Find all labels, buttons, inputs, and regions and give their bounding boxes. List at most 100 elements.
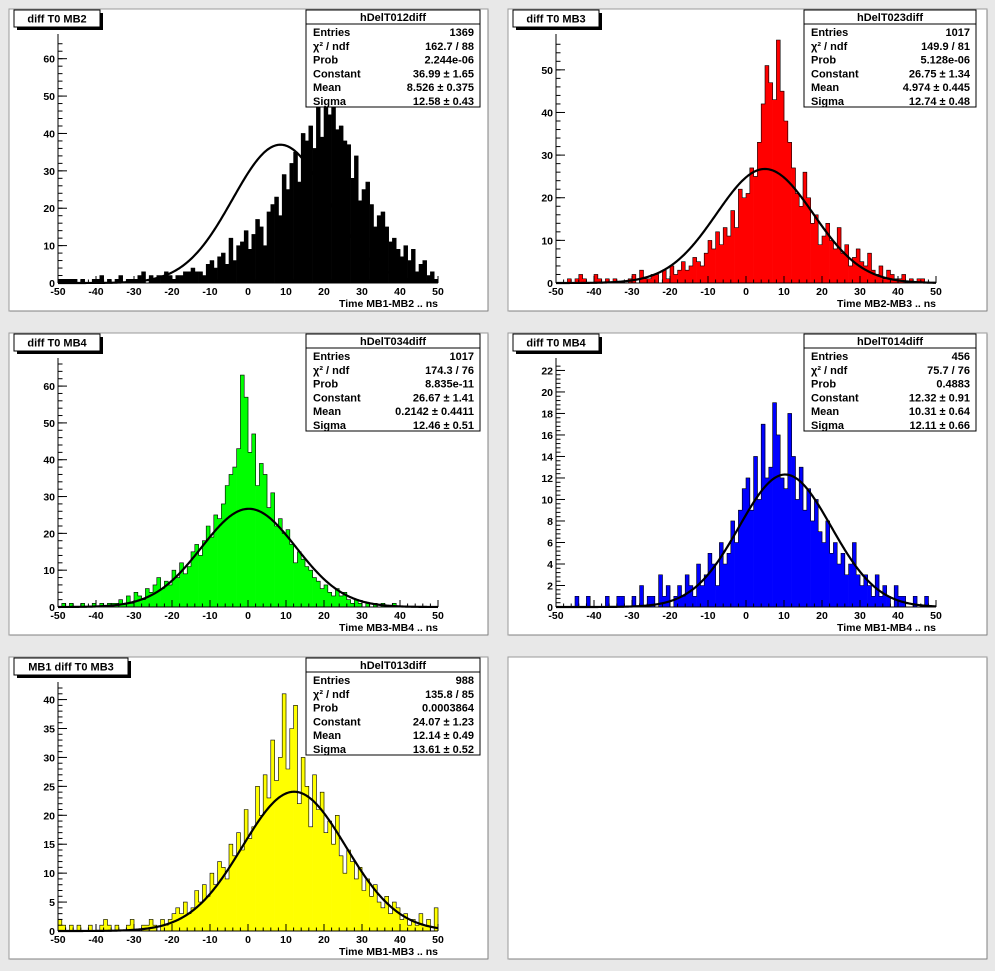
stats-title: hDelT013diff bbox=[360, 660, 426, 672]
x-tick-label: 0 bbox=[743, 286, 749, 298]
x-tick-label: -10 bbox=[700, 610, 715, 622]
histogram-bar bbox=[236, 245, 241, 283]
histogram-bar bbox=[130, 603, 135, 607]
histogram-bar bbox=[818, 244, 823, 283]
stats-value: 12.14 ± 0.49 bbox=[413, 730, 474, 742]
stats-label: Constant bbox=[313, 68, 361, 80]
x-tick-label: 50 bbox=[432, 934, 444, 946]
stats-value: 135.8 / 85 bbox=[425, 689, 474, 701]
histogram-bar bbox=[99, 925, 104, 931]
histogram-bar bbox=[403, 913, 408, 931]
y-tick-label: 10 bbox=[43, 565, 55, 577]
stats-box-frame bbox=[803, 9, 977, 108]
histogram-bar bbox=[852, 257, 857, 283]
histogram-bar bbox=[384, 226, 389, 283]
histogram-bar bbox=[137, 595, 142, 607]
stats-label: Prob bbox=[313, 379, 338, 391]
stats-label: Sigma bbox=[313, 420, 347, 432]
stats-value: 10.31 ± 0.64 bbox=[909, 406, 971, 418]
stats-box-frame bbox=[305, 9, 481, 108]
y-tick-label: 40 bbox=[43, 128, 55, 140]
stats-value: 0.2142 ± 0.4411 bbox=[395, 406, 474, 418]
x-axis-label: Time MB1-MB4 .. ns bbox=[837, 622, 936, 634]
stats-label: χ² / ndf bbox=[811, 365, 848, 377]
histogram-bar bbox=[187, 566, 192, 607]
histogram-bar bbox=[605, 596, 610, 607]
histogram-bar bbox=[787, 413, 792, 607]
pad-title-box bbox=[13, 333, 101, 352]
histogram-bar bbox=[727, 236, 732, 283]
x-axis-label: Time MB2-MB3 .. ns bbox=[837, 298, 936, 310]
histogram-bar bbox=[818, 531, 823, 607]
histogram-bar bbox=[803, 172, 808, 283]
histogram-bar bbox=[126, 595, 131, 607]
histogram-bar bbox=[597, 278, 602, 283]
histogram-bar bbox=[841, 553, 846, 607]
pad-title: diff T0 MB2 bbox=[27, 14, 86, 26]
x-tick-label: 20 bbox=[318, 934, 330, 946]
histogram-bar bbox=[430, 271, 435, 283]
histogram-bar bbox=[863, 265, 868, 283]
stats-label: Prob bbox=[811, 55, 836, 67]
histogram-bar bbox=[232, 260, 237, 283]
histogram-bar bbox=[746, 477, 751, 607]
stats-value: 24.07 ± 1.23 bbox=[413, 716, 474, 728]
histogram-bar bbox=[837, 563, 842, 607]
stats-label: Sigma bbox=[811, 96, 845, 108]
histogram-bar bbox=[742, 197, 747, 283]
histogram-bar bbox=[784, 121, 789, 283]
stats-value: 12.46 ± 0.51 bbox=[413, 420, 474, 432]
histogram-bar bbox=[613, 278, 618, 283]
histogram-bar bbox=[795, 499, 800, 607]
pad-title-box bbox=[13, 657, 129, 676]
x-tick-label: 50 bbox=[930, 610, 942, 622]
histogram-bar bbox=[708, 240, 713, 283]
stats-value: 12.74 ± 0.48 bbox=[909, 96, 970, 108]
stats-value: 1017 bbox=[946, 27, 970, 39]
histogram-bar bbox=[293, 705, 298, 931]
histogram-bar bbox=[77, 925, 82, 931]
histogram-bar bbox=[240, 375, 245, 607]
y-tick-label: 5 bbox=[49, 897, 55, 909]
stats-title: hDelT014diff bbox=[857, 336, 923, 348]
histogram-bar bbox=[392, 902, 397, 931]
pad-title: diff T0 MB3 bbox=[526, 14, 585, 26]
y-tick-label: 0 bbox=[547, 602, 553, 614]
histogram-bar bbox=[255, 786, 260, 931]
x-tick-label: -30 bbox=[126, 934, 141, 946]
histogram-bar bbox=[225, 878, 230, 931]
histogram-bar bbox=[757, 499, 762, 607]
stats-box-frame bbox=[803, 333, 977, 432]
histogram-bar bbox=[738, 189, 743, 283]
stats-value: 0.4883 bbox=[936, 379, 970, 391]
x-tick-label: 50 bbox=[930, 286, 942, 298]
histogram-bar bbox=[305, 566, 310, 607]
histogram-bar bbox=[350, 178, 355, 283]
stats-value: 149.9 / 81 bbox=[921, 41, 970, 53]
x-tick-label: -30 bbox=[126, 610, 141, 622]
histogram-bar bbox=[757, 142, 762, 283]
y-tick-label: 0 bbox=[547, 278, 553, 290]
histogram-bar bbox=[164, 581, 169, 607]
histogram-bar bbox=[643, 278, 648, 283]
histogram-bar bbox=[765, 477, 770, 607]
histogram-bar bbox=[871, 596, 876, 607]
x-tick-label: -30 bbox=[624, 610, 639, 622]
histogram-bar bbox=[734, 227, 739, 283]
histogram-bar bbox=[210, 537, 215, 607]
histogram-bar bbox=[244, 230, 249, 283]
histogram-bar bbox=[297, 551, 302, 607]
histogram-bar bbox=[799, 206, 804, 283]
histogram-bar bbox=[65, 279, 70, 283]
histogram-bar bbox=[753, 456, 758, 607]
histogram-bar bbox=[308, 570, 313, 607]
histogram-bar bbox=[92, 279, 97, 283]
histogram-bar bbox=[594, 274, 599, 283]
gaussian-fit-curve bbox=[58, 143, 439, 285]
histogram-bar bbox=[263, 474, 268, 607]
histogram-bar bbox=[80, 279, 85, 283]
x-tick-label: 20 bbox=[318, 286, 330, 298]
histogram-bar bbox=[841, 253, 846, 283]
histogram-bar bbox=[225, 264, 230, 283]
x-tick-label: -30 bbox=[624, 286, 639, 298]
